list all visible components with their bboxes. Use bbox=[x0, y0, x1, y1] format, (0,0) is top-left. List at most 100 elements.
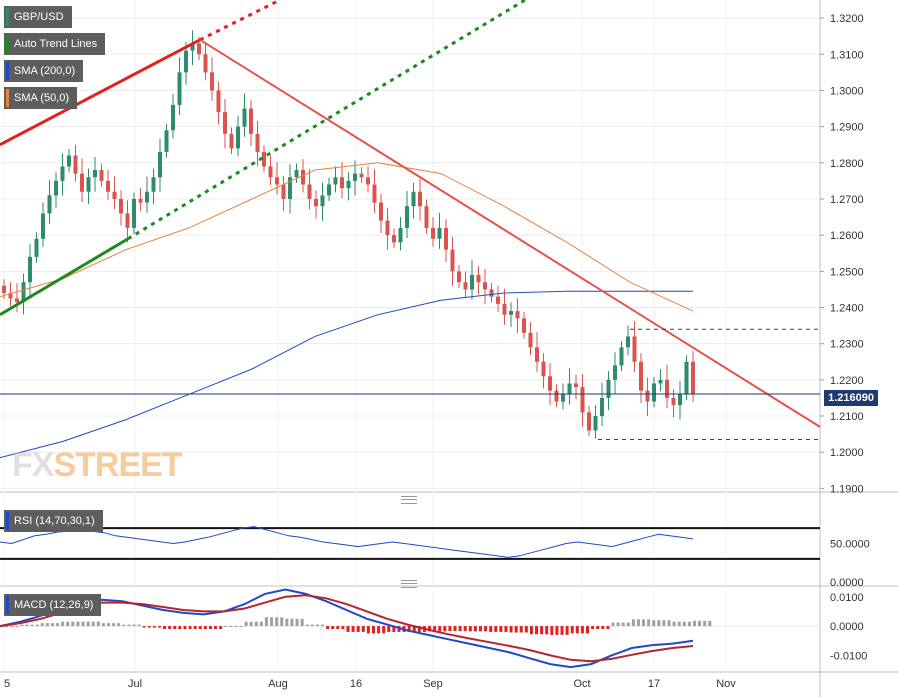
candle-body bbox=[437, 227, 442, 239]
macd-histogram-bar bbox=[407, 626, 411, 632]
macd-histogram-bar bbox=[249, 621, 253, 627]
macd-histogram-bar bbox=[494, 626, 498, 632]
candle-body bbox=[223, 112, 227, 134]
macd-histogram-bar bbox=[642, 619, 646, 627]
macd-histogram-bar bbox=[101, 623, 105, 627]
macd-histogram-bar bbox=[142, 626, 146, 628]
macd-histogram-bar bbox=[234, 626, 238, 628]
x-tick-label: Aug bbox=[268, 678, 288, 690]
candle-body bbox=[541, 361, 546, 377]
legend-symbol-label: GBP/USD bbox=[14, 11, 64, 23]
legend-macd[interactable]: MACD (12,26,9) bbox=[4, 594, 102, 616]
candle-body bbox=[242, 108, 247, 127]
candle-body bbox=[346, 180, 351, 189]
macd-histogram-bar bbox=[560, 626, 564, 635]
candle-body bbox=[281, 184, 286, 199]
macd-histogram-bar bbox=[219, 626, 223, 629]
macd-y-tick-label: 0.0100 bbox=[830, 592, 864, 604]
y-tick-label: 1.3000 bbox=[830, 85, 864, 97]
macd-histogram-bar bbox=[56, 623, 60, 627]
macd-histogram-bar bbox=[127, 624, 131, 627]
candle-body bbox=[489, 289, 494, 297]
candle-body bbox=[119, 198, 123, 214]
legend-rsi-label: RSI (14,70,30,1) bbox=[14, 515, 95, 527]
candle-body bbox=[405, 206, 409, 228]
candle-body bbox=[684, 361, 689, 395]
y-tick-label: 1.2900 bbox=[830, 122, 864, 134]
candle-body bbox=[236, 126, 240, 149]
signal-line bbox=[0, 594, 694, 663]
candle-body bbox=[60, 166, 65, 181]
macd-histogram-bar bbox=[71, 621, 75, 627]
y-tick-label: 1.2600 bbox=[830, 230, 864, 242]
macd-histogram-bar bbox=[570, 626, 574, 634]
macd-histogram-bar bbox=[183, 626, 187, 629]
macd-y-tick-label: 0.0000 bbox=[830, 621, 864, 633]
candle-body bbox=[502, 303, 507, 315]
macd-histogram-bar bbox=[96, 621, 100, 627]
candle-body bbox=[652, 383, 656, 402]
macd-histogram-bar bbox=[188, 626, 192, 629]
y-tick-label: 1.1900 bbox=[830, 483, 864, 495]
candle-body bbox=[600, 397, 604, 417]
macd-histogram-bar bbox=[631, 619, 635, 627]
macd-histogram-bar bbox=[122, 624, 126, 627]
candle-body bbox=[509, 311, 513, 315]
watermark-part1: FX bbox=[12, 446, 54, 484]
macd-histogram-bar bbox=[224, 626, 228, 628]
legend-sma200[interactable]: SMA (200,0) bbox=[4, 60, 84, 82]
pane-resize-handle-rsi[interactable] bbox=[401, 496, 417, 504]
macd-histogram-bar bbox=[244, 621, 248, 627]
macd-histogram-bar bbox=[463, 626, 467, 632]
macd-histogram-bar bbox=[315, 624, 319, 627]
candle-body bbox=[632, 336, 637, 362]
y-tick-label: 1.2500 bbox=[830, 266, 864, 278]
legend-sma50[interactable]: SMA (50,0) bbox=[4, 87, 78, 109]
macd-y-tick-label: -0.0100 bbox=[830, 650, 867, 662]
x-tick-label: 5 bbox=[4, 678, 10, 690]
macd-histogram-bar bbox=[565, 626, 569, 635]
macd-histogram-bar bbox=[351, 626, 355, 632]
sma200-line bbox=[0, 290, 693, 459]
candle-body bbox=[34, 238, 39, 257]
macd-histogram-bar bbox=[708, 620, 712, 627]
macd-histogram-bar bbox=[682, 621, 686, 627]
candle-body bbox=[327, 184, 331, 196]
macd-histogram-bar bbox=[366, 626, 370, 634]
macd-histogram-bar bbox=[310, 624, 314, 627]
macd-histogram-bar bbox=[5, 626, 9, 628]
macd-histogram-bar bbox=[91, 621, 95, 627]
macd-histogram-bar bbox=[295, 618, 299, 627]
macd-histogram-bar bbox=[438, 626, 442, 632]
candle-body bbox=[379, 202, 383, 221]
candle-body bbox=[548, 376, 552, 391]
macd-histogram-bar bbox=[259, 621, 263, 627]
pane-resize-handle-macd[interactable] bbox=[401, 580, 417, 588]
macd-histogram-bar bbox=[254, 621, 258, 627]
candle-body bbox=[398, 227, 403, 243]
candle-body bbox=[528, 332, 533, 348]
candle-body bbox=[294, 170, 299, 178]
macd-histogram-bar bbox=[45, 623, 49, 627]
legend-symbol[interactable]: GBP/USD bbox=[4, 6, 72, 28]
candle-body bbox=[67, 155, 71, 167]
candle-body bbox=[255, 133, 260, 152]
macd-histogram-bar bbox=[198, 626, 202, 629]
macd-histogram-bar bbox=[86, 621, 90, 627]
macd-histogram-bar bbox=[448, 626, 452, 632]
candle-body bbox=[112, 191, 117, 199]
macd-histogram-bar bbox=[30, 624, 34, 627]
macd-histogram-bar bbox=[550, 626, 554, 635]
macd-histogram-bar bbox=[25, 624, 29, 627]
macd-histogram-bar bbox=[137, 624, 141, 627]
legend-rsi[interactable]: RSI (14,70,30,1) bbox=[4, 510, 103, 532]
y-tick-label: 1.2700 bbox=[830, 194, 864, 206]
macd-histogram-bar bbox=[596, 626, 600, 629]
macd-histogram-bar bbox=[412, 626, 416, 632]
fxstreet-watermark: FXSTREET bbox=[12, 446, 183, 485]
macd-histogram-bar bbox=[361, 626, 365, 632]
candle-body bbox=[593, 416, 598, 431]
macd-histogram-bar bbox=[555, 626, 559, 635]
candle-body bbox=[21, 282, 26, 303]
legend-trend-lines[interactable]: Auto Trend Lines bbox=[4, 33, 106, 55]
